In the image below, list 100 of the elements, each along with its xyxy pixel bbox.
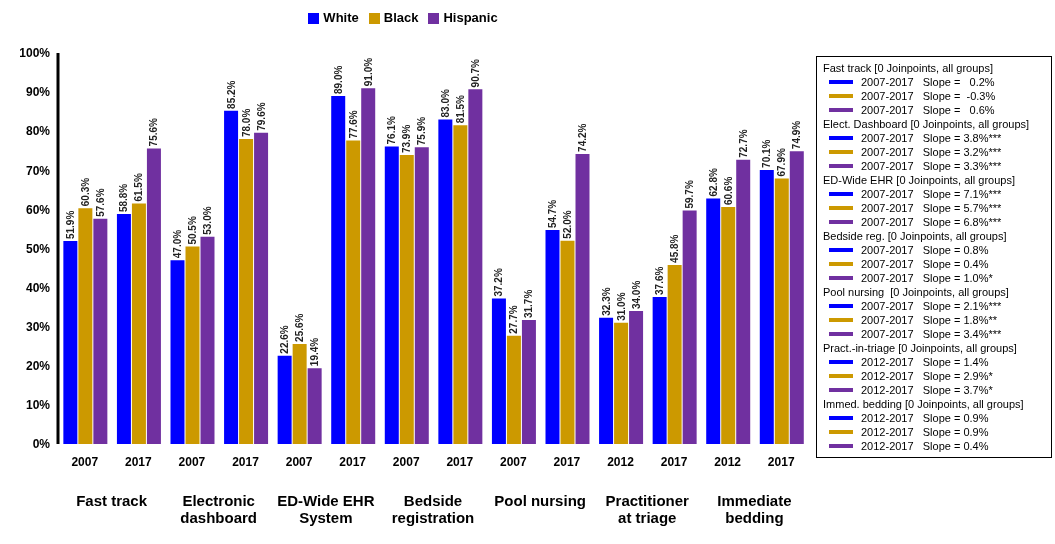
text: 2007-2017 Slope = 3.4%*** — [861, 327, 1002, 341]
text: Pract.-in-triage [0 Joinpoints, all groups] — [823, 341, 1018, 355]
text: 2012-2017 Slope = 1.4% — [861, 355, 989, 369]
bar — [346, 140, 361, 444]
data-label: 77.6% — [347, 110, 359, 139]
y-tick-label: 90% — [25, 85, 51, 100]
x-tick-label: 2007 — [178, 455, 206, 469]
data-label: 67.9% — [776, 148, 788, 177]
bar — [131, 203, 146, 444]
x-tick-label: 2007 — [71, 455, 99, 469]
text: 2007-2017 Slope = 0.6% — [861, 103, 995, 117]
data-label: 34.0% — [630, 280, 642, 310]
text: Fast track [0 Joinpoints, all groups] — [823, 61, 994, 75]
text: 2012-2017 Slope = 0.9% — [861, 425, 989, 439]
x-tick-label: 2007 — [392, 455, 420, 469]
text: 2007-2017 Slope = 0.4% — [861, 257, 989, 271]
bar — [399, 155, 414, 444]
text: Fast track — [76, 492, 148, 509]
bar — [506, 335, 521, 444]
data-label: 25.6% — [294, 313, 306, 342]
y-tick-label: 50% — [25, 241, 51, 256]
data-label: 75.6% — [148, 117, 160, 147]
data-label: 76.1% — [386, 115, 398, 145]
legend-label: Hispanic — [443, 10, 498, 25]
text: 2007-2017 Slope = 0.2% — [861, 75, 995, 89]
bar — [277, 355, 292, 444]
bar — [63, 241, 78, 444]
bar — [560, 240, 575, 444]
x-tick-label: 2007 — [285, 455, 313, 469]
text: Electronic dashboard — [180, 492, 258, 526]
text: 2007-2017 Slope = 7.1%*** — [861, 187, 1002, 201]
y-tick-label: 10% — [25, 398, 51, 413]
bar — [652, 296, 667, 444]
data-label: 78.0% — [240, 108, 252, 138]
text: Immed. bedding [0 Joinpoints, all groups] — [823, 397, 1025, 411]
text: 2007-2017 Slope = 6.8%*** — [861, 215, 1002, 229]
bar — [706, 198, 721, 444]
text: 2007-2017 Slope = 3.8%*** — [861, 131, 1002, 145]
data-label: 53.0% — [202, 206, 213, 235]
data-label: 60.3% — [79, 177, 91, 207]
data-label: 83.0% — [439, 89, 451, 118]
bar — [78, 208, 93, 444]
x-tick-label: 2017 — [660, 455, 688, 469]
data-label: 74.2% — [577, 123, 588, 152]
text: ED-Wide EHR [0 Joinpoints, all groups] — [823, 173, 1016, 187]
text: 2007-2017 Slope = 0.8% — [861, 243, 989, 257]
data-label: 54.7% — [547, 199, 558, 229]
bar — [736, 159, 751, 444]
data-label: 27.7% — [508, 305, 520, 334]
x-tick-label: 2017 — [232, 455, 260, 469]
x-tick-label: 2017 — [446, 455, 474, 469]
bar — [292, 343, 307, 444]
text: Pool nursing — [494, 492, 586, 509]
x-tick-label: 2017 — [553, 455, 581, 469]
data-label: 32.3% — [600, 287, 612, 316]
data-label: 50.5% — [187, 216, 198, 245]
data-label: 61.5% — [133, 173, 145, 202]
text: 2007-2017 Slope = 5.7%*** — [861, 201, 1002, 215]
text: ED-Wide EHR System — [277, 492, 375, 526]
data-label: 59.7% — [684, 180, 696, 209]
data-label: 22.6% — [279, 325, 291, 354]
bar — [629, 311, 644, 444]
data-label: 31.7% — [523, 289, 535, 319]
x-tick-label: 2017 — [339, 455, 367, 469]
bar — [146, 148, 161, 444]
data-label: 37.6% — [654, 266, 666, 295]
bar — [239, 139, 254, 444]
data-label: 81.5% — [454, 94, 466, 124]
bar — [414, 147, 429, 444]
x-tick-label: 2017 — [767, 455, 795, 469]
bar — [331, 96, 346, 444]
data-label: 45.8% — [669, 234, 681, 263]
text: Practitioner at triage — [605, 492, 690, 526]
x-tick-label: 2012 — [714, 455, 742, 469]
data-label: 62.8% — [707, 167, 719, 197]
y-tick-label: 30% — [25, 319, 51, 334]
bar — [545, 230, 560, 444]
bar — [200, 236, 215, 444]
data-label: 90.7% — [469, 58, 481, 88]
bar — [224, 110, 239, 444]
bar — [307, 368, 322, 444]
bar — [614, 322, 629, 444]
y-tick-label: 100% — [19, 46, 51, 61]
data-label: 47.0% — [172, 229, 183, 259]
text: 2012-2017 Slope = 0.4% — [861, 439, 989, 453]
data-label: 74.9% — [791, 120, 803, 150]
y-tick-label: 70% — [25, 163, 51, 178]
data-label: 52.0% — [562, 210, 573, 239]
text: 2007-2017 Slope = -0.3% — [861, 89, 996, 103]
text: Bedside registration — [391, 492, 475, 526]
text: 2007-2017 Slope = 2.1%*** — [861, 299, 1002, 313]
bar — [682, 210, 697, 444]
data-label: 58.8% — [118, 183, 130, 213]
data-label: 89.0% — [332, 65, 344, 95]
text: Elect. Dashboard [0 Joinpoints, all groups] — [823, 117, 1031, 131]
data-label: 70.1% — [761, 139, 773, 168]
bar — [759, 169, 774, 444]
bar — [468, 89, 483, 444]
data-label: 72.7% — [737, 129, 749, 158]
text: 2007-2017 Slope = 1.8%** — [861, 313, 998, 327]
